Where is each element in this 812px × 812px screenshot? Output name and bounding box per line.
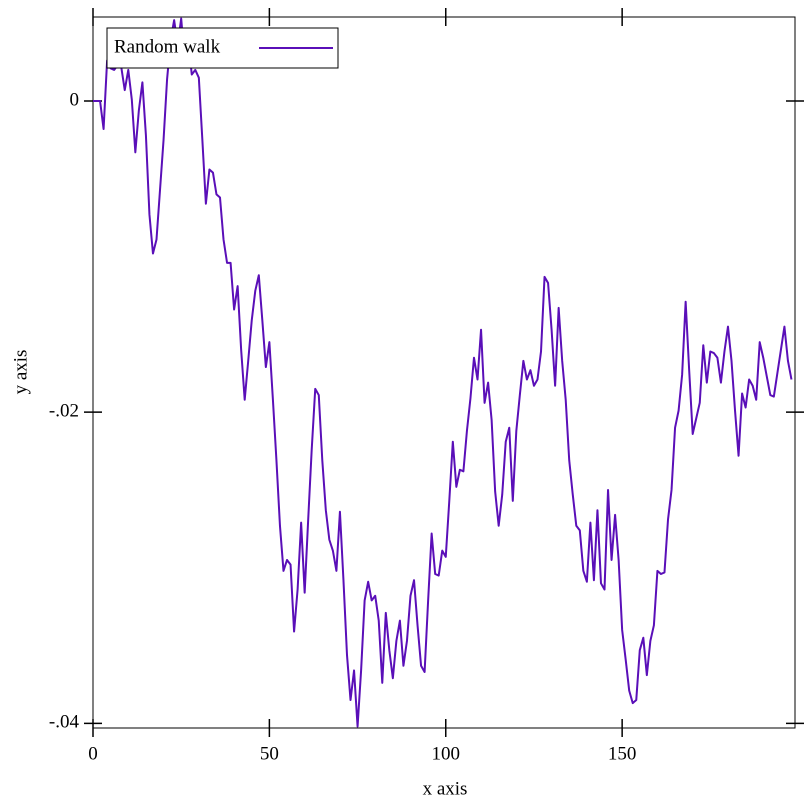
y-tick-label: -.04 (49, 712, 80, 733)
x-tick-label: 150 (608, 743, 637, 764)
data-line (93, 17, 793, 728)
x-tick-label: 0 (88, 743, 98, 764)
y-axis-label: y axis (10, 350, 31, 395)
plot-frame (92, 16, 796, 729)
x-tick-label: 100 (432, 743, 461, 764)
y-tick-label: 0 (70, 89, 80, 110)
legend-label: Random walk (114, 36, 221, 57)
x-tick-label: 50 (260, 743, 279, 764)
y-tick-label: -.02 (49, 401, 79, 422)
x-axis-label: x axis (423, 778, 468, 799)
